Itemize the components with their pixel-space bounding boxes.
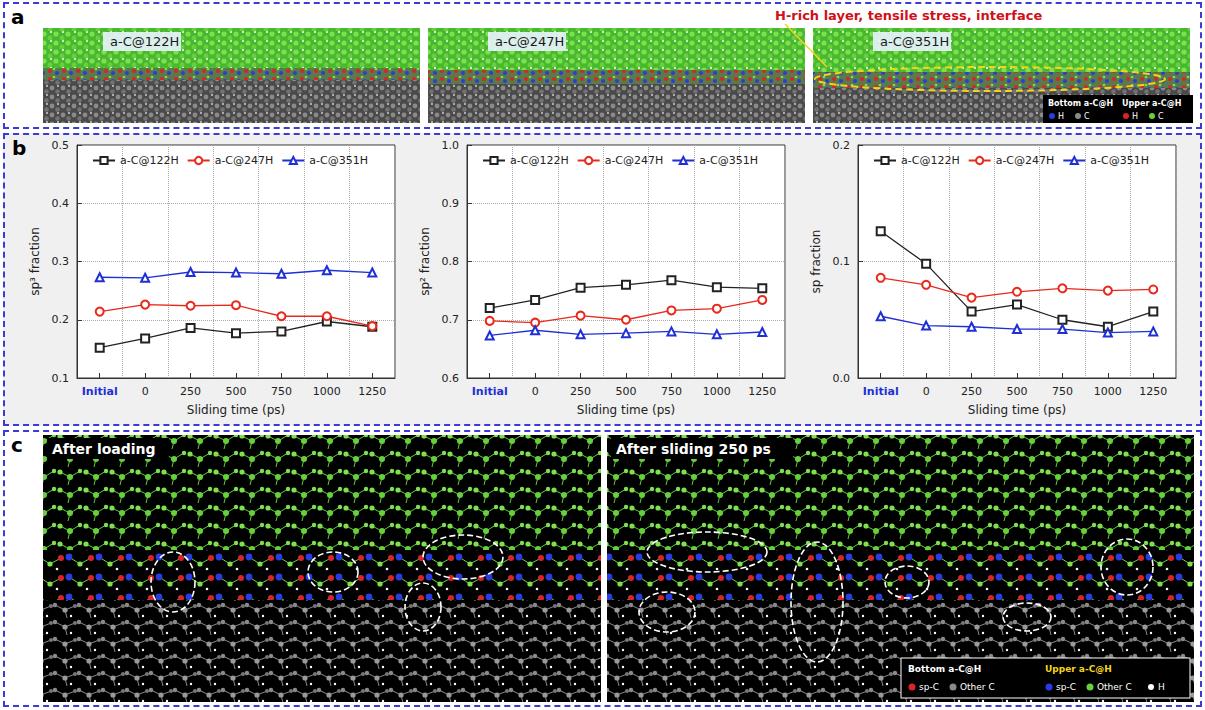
svg-text:a-C@122H: a-C@122H <box>510 154 569 167</box>
svg-text:H: H <box>1058 112 1064 121</box>
svg-text:0.1: 0.1 <box>52 372 70 385</box>
svg-text:a-C@122H: a-C@122H <box>120 154 179 167</box>
svg-text:500: 500 <box>226 385 247 398</box>
svg-text:a-C@247H: a-C@247H <box>996 154 1055 167</box>
svg-text:sp-C: sp-C <box>1056 682 1076 692</box>
svg-text:0.7: 0.7 <box>442 313 460 326</box>
svg-text:Sliding time (ps): Sliding time (ps) <box>968 403 1066 417</box>
svg-text:a-C@247H: a-C@247H <box>495 34 564 49</box>
svg-text:a-C@122H: a-C@122H <box>901 154 960 167</box>
svg-text:Initial: Initial <box>863 385 899 398</box>
svg-text:1000: 1000 <box>313 385 341 398</box>
svg-text:c: c <box>11 433 23 457</box>
svg-text:After sliding 250 ps: After sliding 250 ps <box>616 441 771 457</box>
svg-text:750: 750 <box>271 385 292 398</box>
svg-text:a-C@351H: a-C@351H <box>309 154 368 167</box>
svg-text:0.2: 0.2 <box>52 313 70 326</box>
svg-text:H: H <box>1132 112 1138 121</box>
svg-text:0.6: 0.6 <box>442 372 460 385</box>
svg-text:Sliding time (ps): Sliding time (ps) <box>187 403 285 417</box>
svg-text:C: C <box>1084 112 1090 121</box>
svg-text:Bottom a-C@H: Bottom a-C@H <box>908 664 981 674</box>
svg-text:250: 250 <box>180 385 201 398</box>
svg-text:750: 750 <box>1052 385 1073 398</box>
svg-text:sp³ fraction: sp³ fraction <box>28 227 42 296</box>
svg-text:0.8: 0.8 <box>442 255 460 268</box>
svg-text:0.5: 0.5 <box>52 139 70 152</box>
svg-text:Bottom a-C@H: Bottom a-C@H <box>1048 99 1113 108</box>
svg-text:1.0: 1.0 <box>442 139 460 152</box>
svg-text:Initial: Initial <box>472 385 508 398</box>
svg-text:1250: 1250 <box>358 385 386 398</box>
svg-text:0: 0 <box>923 385 930 398</box>
svg-text:Initial: Initial <box>82 385 118 398</box>
svg-text:After loading: After loading <box>52 441 156 457</box>
svg-text:250: 250 <box>570 385 591 398</box>
svg-text:sp fraction: sp fraction <box>809 230 823 294</box>
svg-text:Upper a-C@H: Upper a-C@H <box>1045 664 1112 674</box>
svg-text:0.2: 0.2 <box>833 139 851 152</box>
svg-text:0: 0 <box>532 385 539 398</box>
svg-text:0.0: 0.0 <box>833 372 851 385</box>
svg-text:1000: 1000 <box>1094 385 1122 398</box>
svg-text:500: 500 <box>616 385 637 398</box>
svg-text:H: H <box>1158 682 1165 692</box>
svg-text:0.1: 0.1 <box>833 255 851 268</box>
svg-text:H-rich layer, tensile stress,: H-rich layer, tensile stress, interface <box>775 8 1042 23</box>
svg-text:sp² fraction: sp² fraction <box>418 227 432 296</box>
svg-text:500: 500 <box>1007 385 1028 398</box>
svg-text:a-C@351H: a-C@351H <box>880 34 949 49</box>
svg-text:Sliding time (ps): Sliding time (ps) <box>577 403 675 417</box>
svg-text:C: C <box>1158 112 1164 121</box>
svg-text:a-C@351H: a-C@351H <box>699 154 758 167</box>
svg-text:250: 250 <box>961 385 982 398</box>
svg-text:Other C: Other C <box>1097 682 1132 692</box>
svg-text:a-C@122H: a-C@122H <box>110 34 179 49</box>
svg-text:a-C@351H: a-C@351H <box>1090 154 1149 167</box>
svg-text:1000: 1000 <box>703 385 731 398</box>
svg-text:a: a <box>11 5 25 29</box>
svg-text:750: 750 <box>661 385 682 398</box>
svg-text:0.4: 0.4 <box>52 197 70 210</box>
svg-text:1250: 1250 <box>1139 385 1167 398</box>
svg-text:a-C@247H: a-C@247H <box>215 154 274 167</box>
svg-text:0.3: 0.3 <box>52 255 70 268</box>
svg-text:1250: 1250 <box>748 385 776 398</box>
svg-text:a-C@247H: a-C@247H <box>605 154 664 167</box>
svg-text:sp-C: sp-C <box>919 682 939 692</box>
svg-text:Upper a-C@H: Upper a-C@H <box>1122 99 1181 108</box>
svg-text:0: 0 <box>142 385 149 398</box>
html-text:b: b <box>12 136 27 160</box>
svg-text:0.9: 0.9 <box>442 197 460 210</box>
svg-text:Other C: Other C <box>960 682 995 692</box>
